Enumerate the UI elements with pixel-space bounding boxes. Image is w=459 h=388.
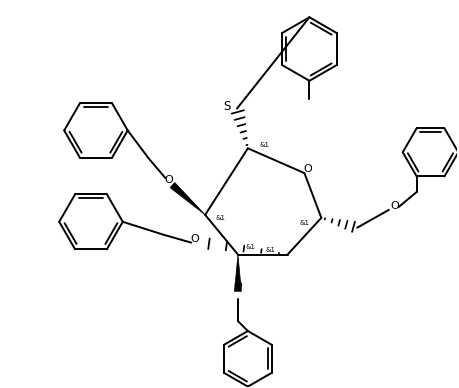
Text: O: O (303, 164, 312, 174)
Text: O: O (164, 175, 173, 185)
Text: O: O (391, 201, 399, 211)
Text: O: O (191, 234, 200, 244)
Text: &1: &1 (215, 215, 225, 221)
Text: &1: &1 (299, 220, 309, 226)
Polygon shape (235, 255, 241, 291)
Text: S: S (224, 100, 231, 113)
Text: &1: &1 (260, 142, 270, 148)
Polygon shape (170, 182, 205, 215)
Text: &1: &1 (266, 247, 276, 253)
Text: &1: &1 (246, 244, 256, 249)
Text: O: O (234, 281, 242, 291)
